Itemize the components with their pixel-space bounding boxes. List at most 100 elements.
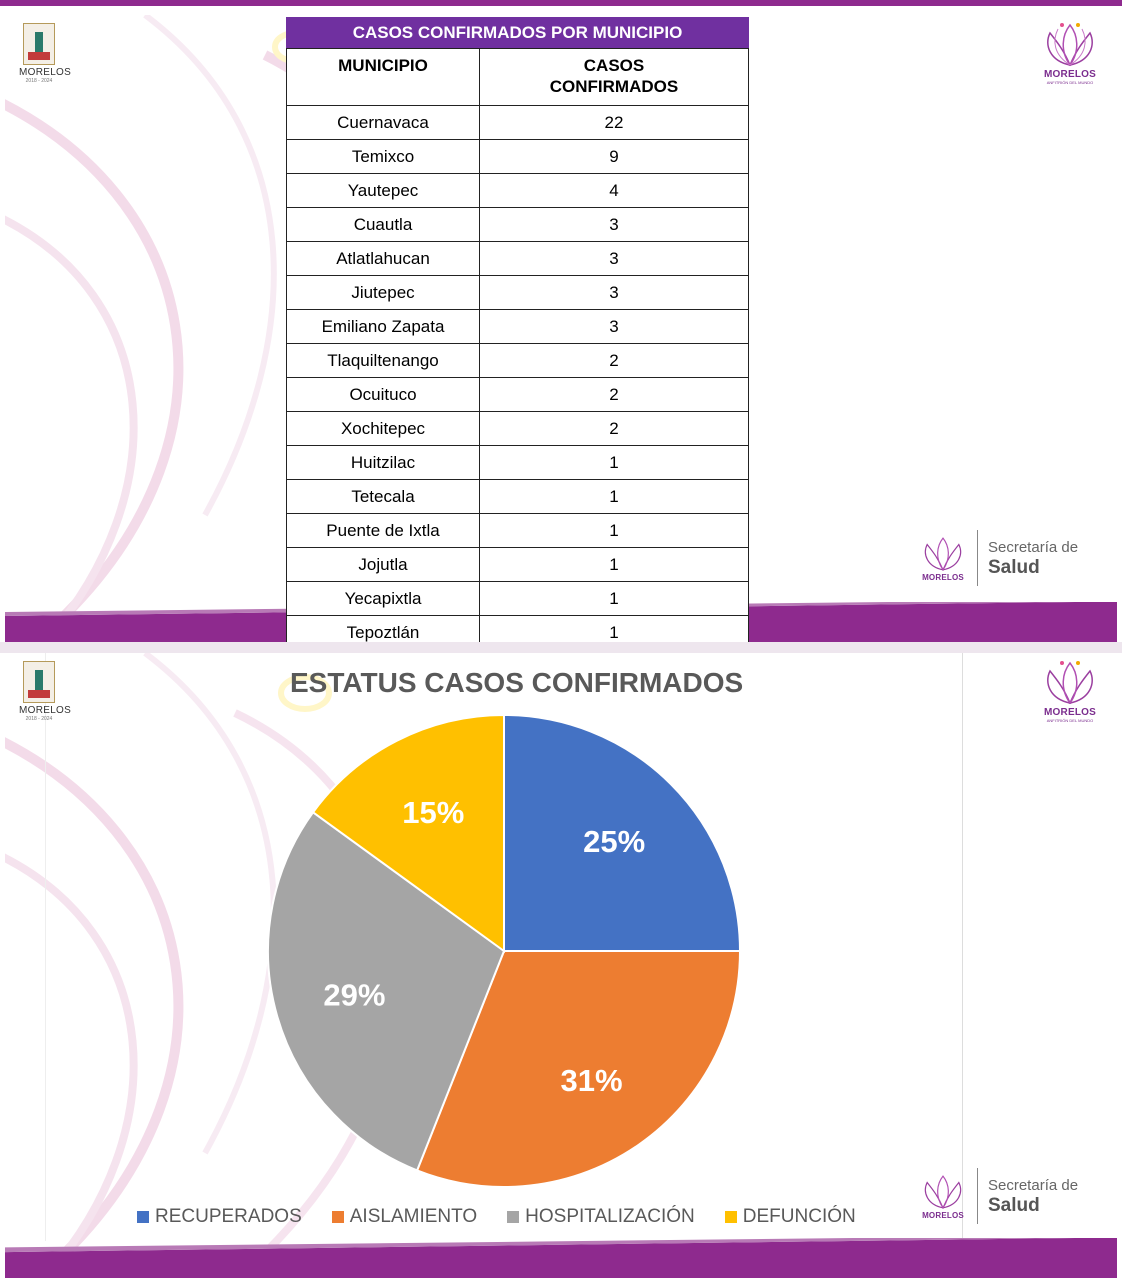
lotus-icon	[1047, 23, 1093, 67]
morelos-brand-logo: MORELOS ANFITRIÓN DEL MUNDO	[1035, 659, 1105, 723]
salud-brand-name: MORELOS	[922, 572, 964, 582]
brand-name: MORELOS	[1044, 69, 1096, 80]
table-title: CASOS CONFIRMADOS POR MUNICIPIO	[286, 17, 749, 48]
legend-label: AISLAMIENTO	[349, 1206, 478, 1227]
casos-cell: 2	[479, 377, 749, 412]
chart-legend: RECUPERADOS AISLAMIENTO HOSPITALIZACIÓN DEF…	[137, 1206, 856, 1228]
municipio-cell: Puente de Ixtla	[286, 513, 480, 548]
municipio-cell: Jiutepec	[286, 275, 480, 310]
table-row: Yecapixtla 1	[286, 581, 749, 616]
table-row: Ocuituco 2	[286, 377, 749, 412]
table-row: Emiliano Zapata 3	[286, 309, 749, 344]
casos-cell: 3	[479, 309, 749, 344]
brand-sub: ANFITRIÓN DEL MUNDO	[1046, 80, 1094, 85]
legend-label: HOSPITALIZACIÓN	[525, 1206, 695, 1227]
legend-item: AISLAMIENTO	[331, 1206, 478, 1228]
table-row: Tlaquiltenango 2	[286, 343, 749, 378]
pie-data-label: 29%	[323, 977, 385, 1012]
municipio-cell: Huitzilac	[286, 445, 480, 480]
legend-swatch	[331, 1211, 344, 1223]
table-row: Tepoztlán 1	[286, 615, 749, 642]
casos-cell: 1	[479, 615, 749, 642]
casos-cell: 1	[479, 479, 749, 514]
municipio-cell: Yautepec	[286, 173, 480, 208]
footer-band	[5, 1238, 1117, 1278]
morelos-seal: MORELOS 2018 - 2024	[19, 23, 71, 84]
pie-slice-defunción	[311, 713, 505, 953]
legend-label: RECUPERADOS	[155, 1206, 302, 1227]
pie-slice-recuperados	[503, 713, 742, 952]
salud-brand-name: MORELOS	[922, 1210, 964, 1220]
casos-cell: 1	[479, 547, 749, 582]
legend-item: HOSPITALIZACIÓN	[507, 1206, 695, 1228]
secretaria-text: Secretaría de	[988, 1176, 1079, 1194]
municipio-cell: Yecapixtla	[286, 581, 480, 616]
secretaria-salud-logo: MORELOS Secretaría de Salud	[917, 1168, 1078, 1224]
municipio-cell: Temixco	[286, 139, 480, 174]
seal-icon	[23, 661, 55, 703]
municipio-cell: Tlaquiltenango	[286, 343, 480, 378]
header-casos: CASOS CONFIRMADOS	[479, 48, 749, 106]
casos-cell: 3	[479, 241, 749, 276]
lotus-icon	[924, 536, 962, 571]
morelos-seal: MORELOS 2018 - 2024	[19, 661, 72, 722]
header-municipio: MUNICIPIO	[286, 48, 480, 106]
municipio-cell: Cuautla	[286, 207, 480, 242]
lotus-icon	[1047, 661, 1093, 705]
legend-item: DEFUNCIÓN	[724, 1206, 856, 1228]
pie-chart: 25% 31% 29% 15%	[267, 713, 742, 1188]
table-row: Jiutepec 3	[286, 275, 749, 310]
legend-swatch	[137, 1211, 149, 1223]
pie-slice-aislamiento	[415, 950, 742, 1188]
secretaria-text: Secretaría de	[988, 538, 1079, 556]
legend-swatch	[507, 1211, 520, 1223]
salud-text: Salud	[988, 556, 1040, 578]
morelos-brand-logo: MORELOS ANFITRIÓN DEL MUNDO	[1035, 21, 1105, 85]
table-row: Huitzilac 1	[286, 445, 749, 480]
table-row: Temixco 9	[286, 139, 749, 174]
slide-municipios: MORELOS 2018 - 2024 MORELOS ANFITRIÓN DE…	[5, 15, 1117, 642]
municipio-cell: Cuernavaca	[286, 105, 480, 140]
casos-cell: 9	[479, 139, 749, 174]
casos-cell: 3	[479, 275, 749, 310]
casos-cell: 3	[479, 207, 749, 242]
table-row: Puente de Ixtla 1	[286, 513, 749, 548]
municipio-cell: Jojutla	[286, 547, 480, 582]
casos-cell: 22	[479, 105, 749, 140]
pie-data-label: 25%	[583, 824, 645, 859]
casos-cell: 1	[479, 445, 749, 480]
legend-label: DEFUNCIÓN	[742, 1206, 856, 1227]
table-row: Yautepec 4	[286, 173, 749, 208]
pie-data-label: 15%	[402, 795, 464, 830]
pie-slice-hospitalización	[267, 810, 506, 1172]
seal-icon	[23, 23, 55, 65]
lotus-icon	[924, 1174, 962, 1209]
legend-item: RECUPERADOS	[137, 1206, 302, 1228]
municipio-cell: Atlatlahucan	[286, 241, 480, 276]
salud-brand: MORELOS	[917, 535, 969, 582]
legend-swatch	[724, 1211, 737, 1223]
municipio-cell: Ocuituco	[286, 377, 480, 412]
salud-brand: MORELOS	[917, 1173, 969, 1220]
casos-cell: 1	[479, 513, 749, 548]
seal-name: MORELOS	[19, 705, 72, 716]
municipio-cell: Emiliano Zapata	[286, 309, 480, 344]
casos-cell: 2	[479, 411, 749, 446]
chart-frame	[45, 653, 963, 1241]
seal-years: 2018 - 2024	[25, 78, 53, 84]
table-row: Tetecala 1	[286, 479, 749, 514]
municipio-cell: Xochitepec	[286, 411, 480, 446]
salud-text: Salud	[988, 1194, 1040, 1216]
table-body: Cuernavaca 22 Temixco 9 Yautepec 4 Cuautla 3 Atl…	[286, 105, 749, 642]
brand-sub: ANFITRIÓN DEL MUNDO	[1046, 718, 1094, 723]
casos-cell: 4	[479, 173, 749, 208]
seal-years: 2018 - 2024	[25, 716, 53, 722]
municipio-cell: Tepoztlán	[286, 615, 480, 642]
casos-cell: 2	[479, 343, 749, 378]
table-row: Jojutla 1	[286, 547, 749, 582]
secretaria-salud-logo: MORELOS Secretaría de Salud	[917, 530, 1078, 586]
table-row: Xochitepec 2	[286, 411, 749, 446]
table-row: Cuernavaca 22	[286, 105, 749, 140]
municipio-cell: Tetecala	[286, 479, 480, 514]
pie-data-label: 31%	[561, 1063, 623, 1098]
